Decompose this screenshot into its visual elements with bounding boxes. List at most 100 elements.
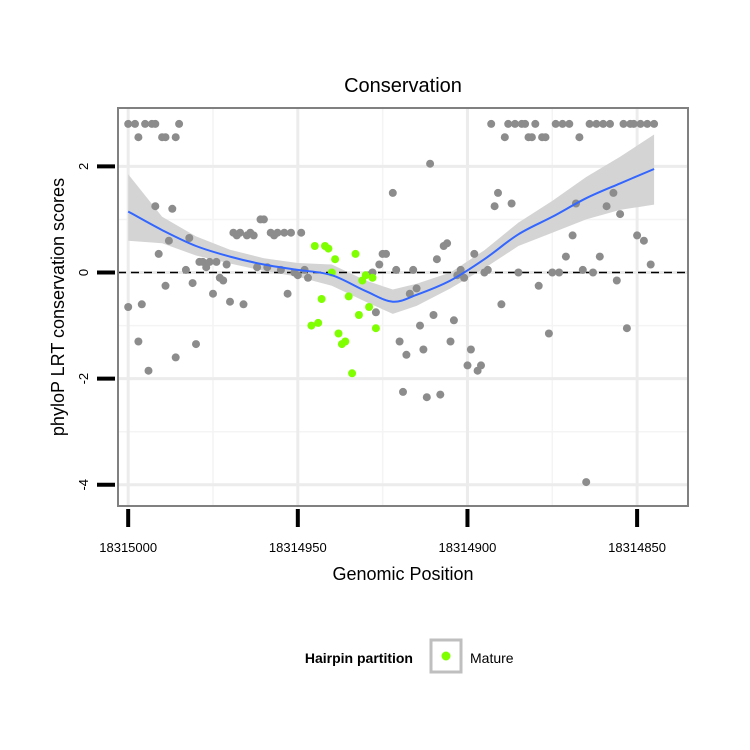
data-point bbox=[422, 393, 431, 402]
data-point bbox=[487, 119, 496, 128]
mature-point bbox=[361, 271, 370, 280]
data-point bbox=[629, 119, 638, 128]
mature-point bbox=[314, 318, 323, 327]
data-point bbox=[650, 119, 659, 128]
data-point bbox=[639, 236, 648, 245]
y-tick-label: -2 bbox=[76, 373, 91, 385]
data-point bbox=[636, 119, 645, 128]
data-point bbox=[273, 228, 282, 237]
data-point bbox=[616, 210, 625, 219]
mature-point bbox=[365, 303, 374, 311]
data-point bbox=[466, 345, 475, 354]
data-point bbox=[565, 119, 574, 128]
data-point bbox=[531, 119, 540, 128]
data-point bbox=[582, 478, 591, 487]
data-point bbox=[171, 133, 180, 142]
data-point bbox=[534, 281, 543, 290]
data-point bbox=[151, 202, 160, 211]
data-point bbox=[500, 133, 509, 142]
data-point bbox=[622, 324, 631, 333]
data-point bbox=[514, 268, 523, 277]
data-point bbox=[131, 119, 139, 128]
data-point bbox=[494, 188, 502, 197]
data-point bbox=[283, 289, 292, 298]
data-point bbox=[511, 119, 519, 128]
x-tick-label: 18314850 bbox=[608, 540, 666, 555]
mature-point bbox=[334, 329, 343, 338]
x-tick-label: 18314900 bbox=[439, 540, 497, 555]
data-point bbox=[599, 119, 608, 128]
data-point bbox=[443, 239, 452, 248]
data-point bbox=[192, 340, 200, 349]
data-point bbox=[371, 308, 380, 317]
data-point bbox=[209, 289, 217, 298]
data-point bbox=[304, 273, 312, 282]
legend-key-mature bbox=[441, 651, 451, 661]
panel-border bbox=[117, 107, 689, 507]
data-point bbox=[619, 119, 628, 128]
data-point bbox=[287, 228, 295, 237]
data-point bbox=[449, 316, 458, 325]
legend-key-box bbox=[429, 638, 463, 674]
data-point bbox=[463, 361, 472, 370]
data-point bbox=[521, 119, 530, 128]
data-point bbox=[212, 257, 221, 266]
legend: Hairpin partition Mature bbox=[305, 638, 514, 674]
points-layer bbox=[124, 119, 659, 487]
grid bbox=[118, 108, 688, 506]
mature-point bbox=[344, 292, 353, 301]
x-tick-label: 18314950 bbox=[269, 540, 327, 555]
data-point bbox=[137, 300, 146, 309]
data-point bbox=[436, 390, 445, 399]
data-point bbox=[239, 300, 248, 309]
data-point bbox=[544, 329, 553, 338]
mature-point bbox=[354, 311, 363, 319]
data-point bbox=[171, 353, 180, 362]
chart-title: Conservation bbox=[344, 75, 462, 97]
data-point bbox=[575, 133, 584, 142]
data-point bbox=[124, 303, 133, 311]
data-point bbox=[589, 268, 597, 277]
data-point bbox=[561, 252, 570, 261]
data-point bbox=[236, 228, 245, 237]
y-tick-label: -4 bbox=[76, 479, 91, 491]
x-axis: 18315000 18314950 18314900 18314850 bbox=[99, 509, 666, 555]
data-point bbox=[259, 215, 268, 224]
data-point bbox=[416, 321, 424, 330]
data-point bbox=[432, 255, 441, 264]
data-point bbox=[205, 257, 214, 266]
data-point bbox=[592, 119, 601, 128]
y-tick-label: 0 bbox=[76, 269, 91, 276]
data-point bbox=[477, 361, 485, 370]
data-point bbox=[392, 265, 401, 274]
mature-point bbox=[310, 242, 319, 250]
data-point bbox=[602, 202, 611, 211]
data-point bbox=[161, 133, 170, 142]
legend-title: Hairpin partition bbox=[305, 650, 413, 666]
data-point bbox=[419, 345, 428, 354]
data-point bbox=[548, 268, 557, 277]
data-point bbox=[249, 231, 258, 240]
data-point bbox=[175, 119, 184, 128]
mature-point bbox=[348, 369, 357, 378]
data-point bbox=[222, 260, 231, 269]
data-point bbox=[412, 284, 421, 293]
legend-label-mature: Mature bbox=[470, 650, 514, 666]
data-point bbox=[226, 297, 234, 306]
mature-point bbox=[324, 244, 333, 253]
data-point bbox=[144, 366, 153, 375]
data-point bbox=[426, 159, 435, 168]
y-axis: 2 0 -2 -4 bbox=[76, 163, 115, 491]
data-point bbox=[181, 265, 190, 274]
mature-point bbox=[371, 324, 380, 333]
mature-point bbox=[307, 321, 316, 330]
data-point bbox=[527, 133, 536, 142]
data-point bbox=[541, 133, 550, 142]
data-point bbox=[555, 268, 564, 277]
mature-point bbox=[331, 255, 340, 264]
data-point bbox=[280, 228, 289, 237]
data-point bbox=[609, 188, 618, 197]
y-axis-label: phyloP LRT conservation scores bbox=[48, 178, 68, 436]
data-point bbox=[504, 119, 513, 128]
data-point bbox=[375, 260, 384, 269]
